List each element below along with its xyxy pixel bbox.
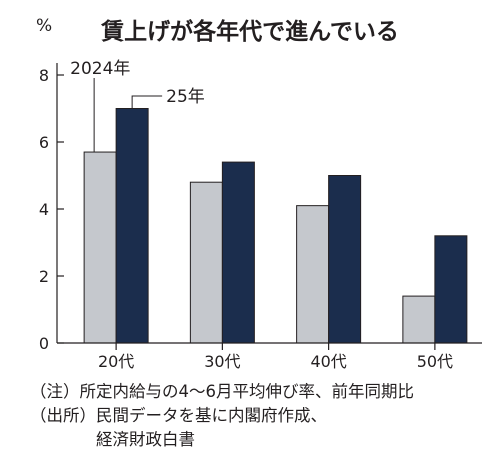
- chart-notes: （注）所定内給与の4～6月平均伸び率、前年同期比 （出所）民間データを基に内閣府…: [30, 380, 414, 452]
- bar-2025: [115, 108, 149, 344]
- note-definition: （注）所定内給与の4～6月平均伸び率、前年同期比: [30, 382, 414, 401]
- bar-2024: [189, 181, 223, 344]
- note-source: （出所）民間データを基に内閣府作成、: [30, 406, 327, 425]
- y-tick-label: 8: [39, 66, 49, 85]
- note-source-continued: 経済財政白書: [96, 430, 195, 449]
- x-tick-label: 30代: [204, 352, 240, 371]
- callout-line-2025: [131, 95, 163, 109]
- series-label-2025: 25年: [166, 87, 205, 107]
- x-tick-label: 40代: [310, 352, 346, 371]
- y-tick-label: 4: [39, 200, 49, 219]
- bar-2024: [83, 151, 117, 344]
- y-tick-label: 2: [39, 267, 49, 286]
- x-tick-label: 50代: [417, 352, 453, 371]
- bar-chart: 0 2 4 6 8 20代 30代 40代 50代 2024年 25年: [39, 59, 482, 371]
- bar-2024: [296, 205, 330, 344]
- x-tick-label: 20代: [98, 352, 134, 371]
- bar-2024: [402, 295, 436, 344]
- y-axis-unit-label: %: [36, 16, 53, 36]
- chart-title: 賃上げが各年代で進んでいる: [101, 19, 399, 45]
- bar-2025: [328, 175, 362, 344]
- series-label-2024: 2024年: [70, 59, 130, 79]
- y-tick-label: 6: [39, 133, 49, 152]
- bar-2025: [221, 161, 255, 344]
- y-tick-label: 0: [39, 334, 49, 353]
- bar-2025: [434, 235, 468, 344]
